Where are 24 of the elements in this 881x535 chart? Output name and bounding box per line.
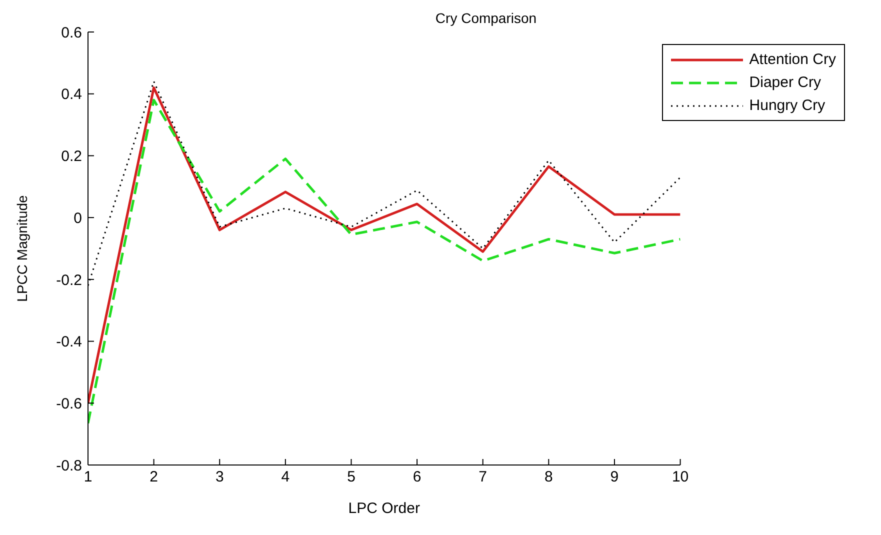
x-axis-title: LPC Order bbox=[348, 500, 420, 517]
x-tick-label: 5 bbox=[347, 468, 356, 486]
y-tick-label: -0.4 bbox=[56, 334, 82, 351]
x-tick-label: 2 bbox=[150, 468, 158, 486]
x-tick-label: 8 bbox=[544, 468, 553, 486]
y-tick-label: -0.6 bbox=[56, 395, 82, 412]
x-tick-label: 4 bbox=[281, 468, 290, 486]
y-tick-label: -0.2 bbox=[56, 272, 82, 289]
chart-title: Cry Comparison bbox=[434, 10, 538, 26]
y-tick-label: 0.4 bbox=[61, 86, 82, 104]
x-tick-label: 3 bbox=[215, 468, 224, 486]
y-tick-label: 0.2 bbox=[61, 148, 82, 166]
x-tick-label: 7 bbox=[478, 468, 488, 486]
y-tick-label: 0.6 bbox=[61, 24, 82, 42]
legend-label: Diaper Cry bbox=[749, 74, 821, 91]
x-tick-label: 6 bbox=[412, 468, 422, 486]
y-tick-label: -0.8 bbox=[56, 457, 82, 474]
x-tick-label: 10 bbox=[672, 468, 689, 486]
legend-label: Hungry Cry bbox=[749, 97, 826, 114]
y-axis-title: LPCC Magnitude bbox=[14, 194, 30, 302]
x-tick-label: 1 bbox=[84, 468, 92, 486]
x-tick-label: 9 bbox=[610, 468, 619, 486]
y-tick-label: 0 bbox=[74, 210, 82, 227]
legend-label: Attention Cry bbox=[749, 51, 836, 68]
